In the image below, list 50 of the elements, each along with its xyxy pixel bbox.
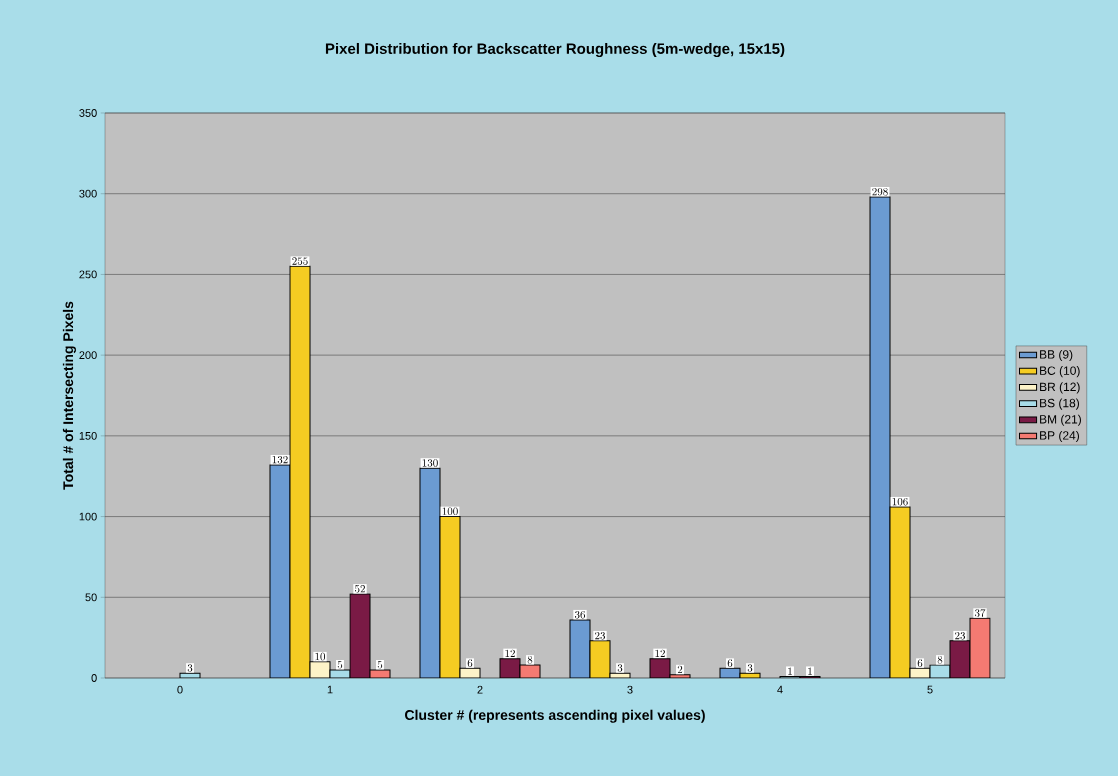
data-label: 37 [974, 609, 986, 617]
y-tick-label: 300 [79, 189, 97, 198]
x-axis-title: Cluster # (represents ascending pixel values) [405, 709, 705, 723]
data-label: 106 [892, 497, 908, 506]
y-axis-title: Total # of Intersecting Pixels [62, 301, 76, 490]
data-label: 5 [377, 660, 383, 669]
x-tick-label: 3 [627, 685, 633, 694]
data-label: 23 [955, 631, 966, 640]
data-label: 23 [595, 631, 606, 640]
data-label: 3 [617, 664, 623, 672]
data-label: 8 [527, 656, 533, 664]
data-label: 6 [917, 659, 923, 667]
legend-label: BC (10) [1040, 366, 1080, 378]
data-label: 132 [272, 455, 288, 464]
data-label: 298 [872, 187, 888, 196]
y-tick-label: 150 [79, 431, 97, 440]
data-label: 100 [442, 507, 458, 516]
y-tick-label: 50 [85, 593, 97, 602]
data-label: 3 [747, 664, 753, 672]
chart-title: Pixel Distribution for Backscatter Roughness (5m-wedge, 15x15) [325, 42, 785, 58]
y-tick-label: 0 [91, 674, 97, 682]
x-tick-label: 5 [927, 685, 933, 694]
legend-label: BS (18) [1040, 398, 1079, 410]
y-tick-label: 250 [79, 270, 97, 279]
data-label: 3 [187, 664, 193, 672]
y-tick-label: 200 [79, 351, 97, 360]
data-label: 255 [292, 257, 308, 265]
x-tick-label: 0 [177, 685, 183, 694]
y-tick-label: 350 [79, 109, 97, 117]
data-label: 12 [505, 649, 515, 657]
legend-label: BR (12) [1040, 382, 1080, 394]
legend-label: BP (24) [1040, 430, 1079, 443]
legend-label: BB (9) [1040, 349, 1073, 362]
x-tick-label: 2 [477, 685, 483, 694]
legend-label: BM (21) [1040, 414, 1081, 426]
data-label: 52 [355, 585, 365, 593]
data-label: 10 [315, 652, 326, 661]
data-label: 5 [337, 660, 343, 669]
data-label: 1 [788, 667, 792, 675]
data-label: 6 [467, 659, 473, 667]
data-label: 8 [937, 656, 943, 664]
data-label: 36 [574, 610, 586, 619]
data-label: 1 [808, 667, 812, 675]
x-tick-label: 1 [327, 685, 333, 694]
data-label: 6 [727, 659, 733, 667]
data-label: 12 [655, 649, 665, 657]
data-label: 130 [422, 459, 438, 467]
data-label: 2 [677, 665, 683, 674]
y-tick-label: 100 [79, 512, 97, 521]
x-tick-label: 4 [777, 685, 783, 694]
